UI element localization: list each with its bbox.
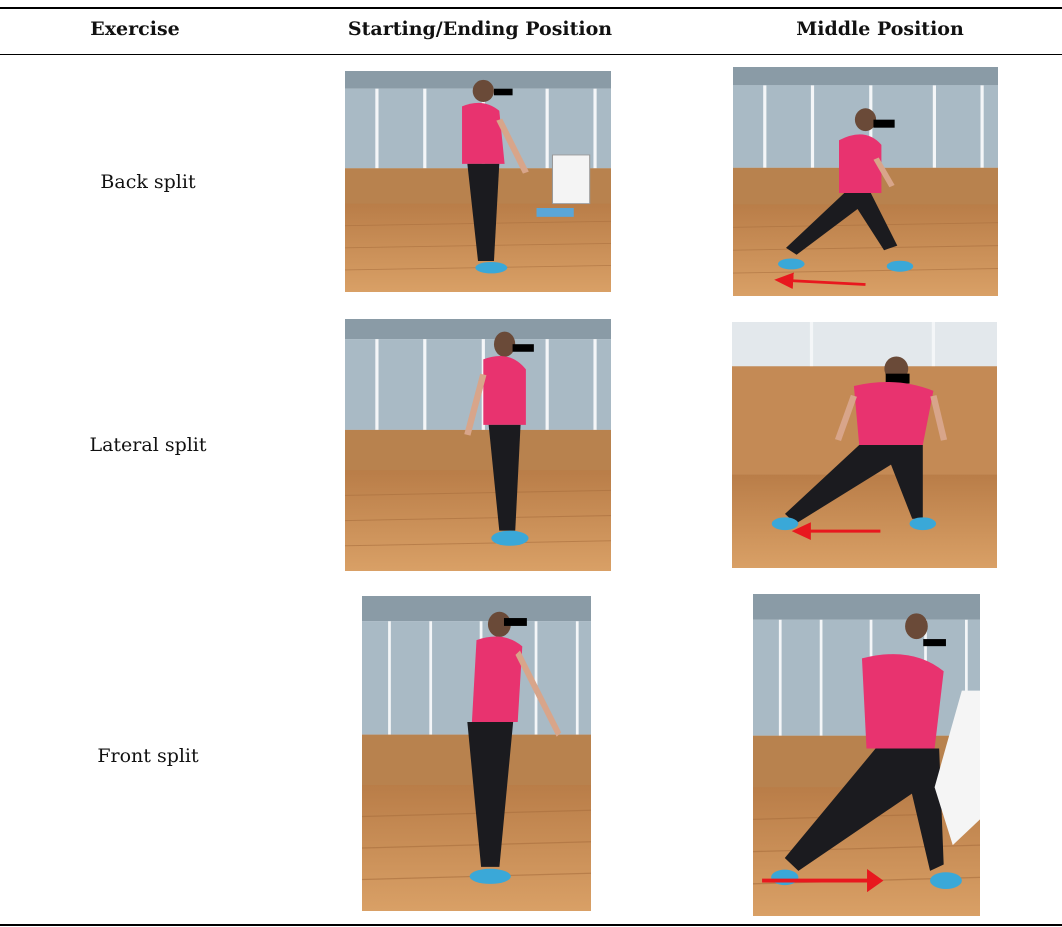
header-starting-ending-position: Starting/Ending Position — [347, 18, 613, 40]
photo-back-split-middle — [733, 67, 998, 296]
row-label-back-split: Back split — [100, 171, 196, 193]
photo-lateral-split-start — [345, 319, 611, 571]
header-middle-position: Middle Position — [796, 18, 964, 40]
photo-back-split-start — [345, 71, 611, 292]
row-label-front-split: Front split — [97, 745, 199, 767]
photo-front-split-start — [362, 596, 591, 911]
table-top-rule — [0, 7, 1062, 9]
header-exercise: Exercise — [90, 18, 180, 40]
table-bottom-rule — [0, 924, 1062, 926]
photo-front-split-middle — [753, 594, 980, 916]
photo-lateral-split-middle — [732, 322, 997, 568]
table-header-rule — [0, 54, 1062, 55]
row-label-lateral-split: Lateral split — [89, 434, 207, 456]
